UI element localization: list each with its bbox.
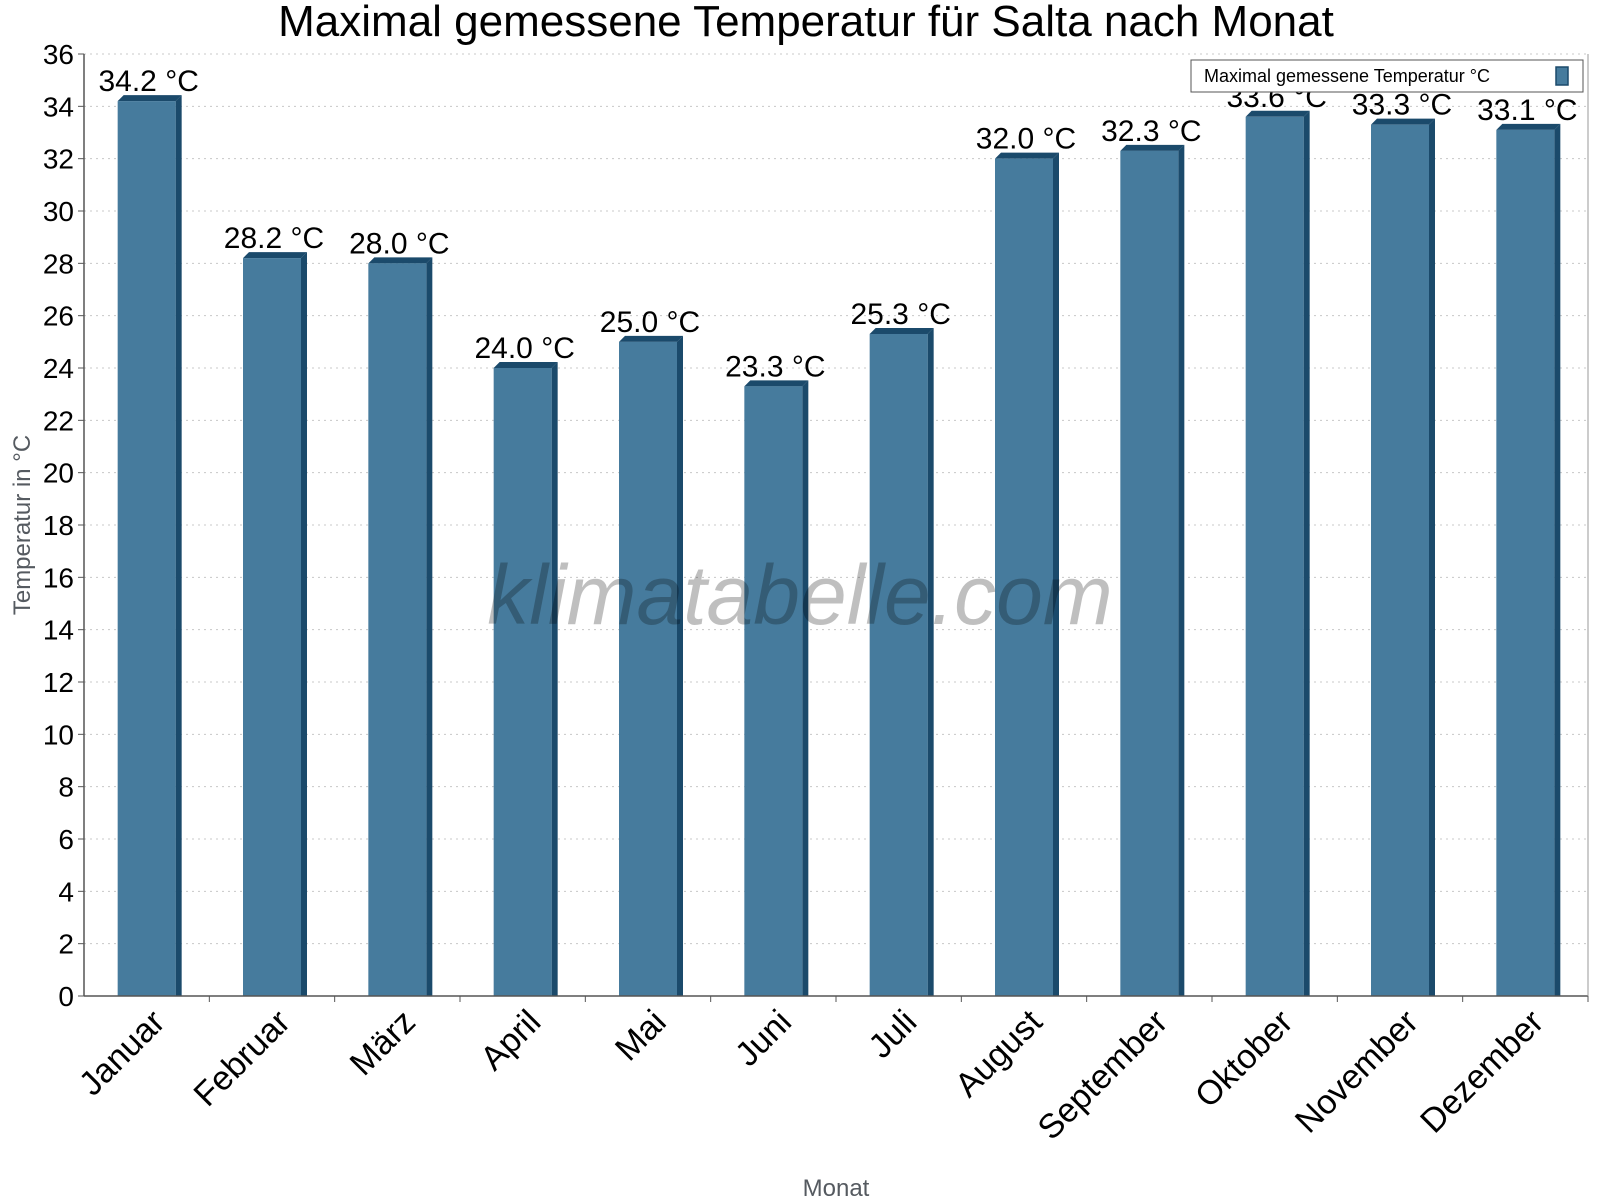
x-axis-label: Monat — [803, 1175, 870, 1200]
legend-swatch — [1555, 66, 1569, 86]
bar-top — [869, 327, 934, 334]
bar-top — [1496, 123, 1561, 130]
bar — [995, 158, 1053, 996]
data-label: 25.0 °C — [600, 306, 700, 339]
data-label: 32.0 °C — [976, 123, 1076, 156]
bar-top — [117, 95, 182, 102]
bar-top — [1120, 144, 1185, 151]
x-tick-label: März — [343, 1003, 423, 1083]
data-labels: 34.2 °C 28.2 °C 28.0 °C 24.0 °C 25.0 °C 23.3 … — [98, 65, 1577, 383]
y-tick-label: 28 — [43, 248, 74, 279]
grid-lines — [84, 53, 1588, 945]
y-tick-label: 26 — [43, 301, 74, 332]
data-label: 28.2 °C — [224, 222, 324, 255]
data-label: 34.2 °C — [98, 65, 198, 98]
bar — [493, 368, 552, 996]
bar — [1120, 150, 1179, 997]
y-tick-label: 20 — [43, 458, 74, 489]
y-axis-label: Temperatur in °C — [9, 435, 36, 615]
y-tick-label: 8 — [58, 772, 74, 803]
x-tick-label: Januar — [72, 1003, 172, 1103]
bar-side — [175, 95, 182, 997]
data-label: 25.3 °C — [850, 298, 950, 331]
x-tick-label: Juli — [861, 1003, 924, 1066]
bar-side — [677, 335, 683, 996]
bar — [1245, 116, 1304, 997]
bar-side — [551, 362, 558, 996]
bar-side — [1053, 152, 1059, 996]
y-tick-label: 24 — [43, 353, 74, 384]
data-label: 32.3 °C — [1101, 115, 1201, 148]
y-tick-label: 16 — [43, 562, 74, 593]
x-tick-label: Dezember — [1413, 1003, 1551, 1141]
data-label: 28.0 °C — [349, 227, 449, 260]
x-tick-label: September — [1031, 1003, 1175, 1147]
bar-side — [1178, 144, 1185, 997]
y-tick-label: 22 — [43, 405, 74, 436]
bar-top — [1245, 110, 1310, 117]
y-tick-label: 12 — [43, 667, 74, 698]
bars — [117, 95, 1561, 997]
bar-side — [1429, 118, 1435, 996]
bar-side — [426, 257, 433, 996]
bar — [1371, 124, 1429, 996]
y-tick-label: 0 — [58, 981, 74, 1012]
y-tick-label: 34 — [43, 91, 74, 122]
bar-side — [1303, 110, 1310, 997]
data-label: 33.1 °C — [1477, 94, 1577, 127]
bar-top — [995, 152, 1059, 159]
bar-top — [619, 335, 683, 342]
bar — [619, 341, 677, 996]
legend-label: Maximal gemessene Temperatur °C — [1204, 66, 1490, 86]
bar — [243, 258, 301, 997]
watermark: klimatabelle.com — [487, 548, 1113, 642]
y-tick-label: 18 — [43, 510, 74, 541]
x-axis-ticks: Januar Februar März April Mai Juni Juli AugustS… — [72, 996, 1589, 1147]
bar-top — [1371, 118, 1435, 125]
bar — [1496, 129, 1555, 997]
bar — [744, 386, 803, 997]
x-tick-label: Oktober — [1188, 1003, 1300, 1115]
x-tick-label: April — [473, 1003, 548, 1078]
bar-top — [493, 362, 558, 368]
bar-top — [368, 257, 433, 264]
data-label: 24.0 °C — [474, 332, 574, 365]
y-tick-label: 10 — [43, 719, 74, 750]
legend: Maximal gemessene Temperatur °C — [1190, 59, 1584, 93]
bar — [368, 263, 427, 996]
y-tick-label: 2 — [58, 929, 74, 960]
bar-side — [301, 252, 307, 997]
bar — [117, 101, 176, 997]
y-tick-label: 36 — [43, 39, 74, 70]
y-tick-label: 4 — [58, 876, 74, 907]
y-tick-label: 30 — [43, 196, 74, 227]
y-tick-label: 14 — [43, 615, 74, 646]
data-label: 23.3 °C — [725, 350, 825, 383]
legend-box — [1190, 59, 1584, 93]
x-tick-label: Mai — [608, 1003, 674, 1069]
bar-side — [802, 380, 809, 997]
bar-top — [744, 380, 809, 387]
x-tick-label: Februar — [187, 1003, 298, 1114]
x-tick-label: August — [948, 1002, 1050, 1104]
x-tick-label: November — [1288, 1003, 1426, 1141]
data-label: 33.3 °C — [1352, 89, 1452, 122]
bar — [869, 333, 928, 996]
chart-title: Maximal gemessene Temperatur für Salta n… — [278, 0, 1334, 46]
bar-side — [1554, 123, 1561, 997]
bar-top — [243, 252, 307, 259]
y-tick-label: 6 — [58, 824, 74, 855]
y-tick-label: 32 — [43, 144, 74, 175]
x-tick-label: Juni — [728, 1003, 799, 1074]
bar-side — [927, 327, 934, 996]
